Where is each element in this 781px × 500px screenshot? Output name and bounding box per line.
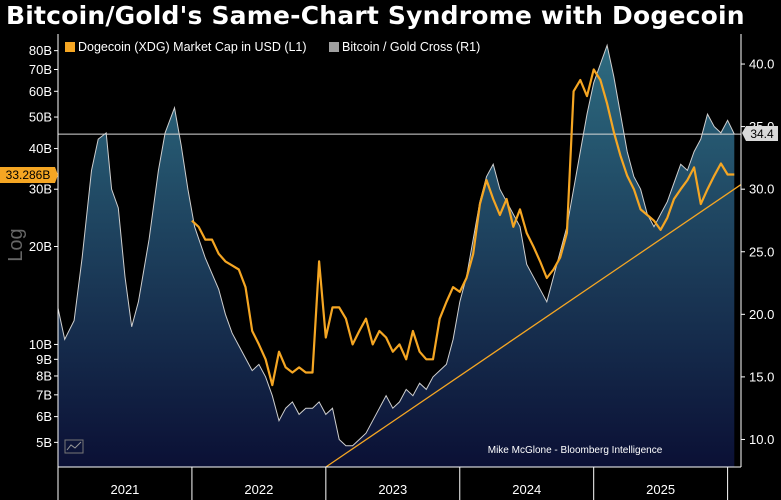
y-right-tick-label: 25.0 xyxy=(749,244,774,259)
support-trendline xyxy=(325,184,742,468)
last-value-tag-left: 33.286B xyxy=(0,167,58,183)
y-left-tick-label: 20B xyxy=(29,239,52,254)
y-right-tick-label: 15.0 xyxy=(749,369,774,384)
y-left-tick-label: 60B xyxy=(29,84,52,99)
y-left-tick-label: 40B xyxy=(29,141,52,156)
chart-title: Bitcoin/Gold's Same-Chart Syndrome with … xyxy=(6,1,745,30)
legend-label-doge: Dogecoin (XDG) Market Cap in USD (L1) xyxy=(78,40,307,54)
y-axis-left-label: Log xyxy=(5,228,27,261)
credit-text: Mike McGlone - Bloomberg Intelligence xyxy=(488,445,663,456)
y-left-tick-label: 50B xyxy=(29,110,52,125)
y-left-tick-label: 80B xyxy=(29,43,52,58)
y-left-tick-label: 7B xyxy=(36,387,52,402)
y-left-tick-label: 30B xyxy=(29,182,52,197)
ratio-area xyxy=(58,45,735,468)
y-left-tick-label: 5B xyxy=(36,435,52,450)
y-left-tick-label: 6B xyxy=(36,409,52,424)
y-left-tick-label: 70B xyxy=(29,62,52,77)
y-right-tick-label: 20.0 xyxy=(749,307,774,322)
x-tick-label: 2021 xyxy=(110,482,139,497)
dogecoin-line xyxy=(191,68,735,387)
x-tick-label: 2025 xyxy=(646,482,675,497)
last-value-label-right: 34.4 xyxy=(750,127,774,141)
legend-swatch-ratio xyxy=(329,42,339,52)
y-left-tick-label: 10B xyxy=(29,337,52,352)
legend: Dogecoin (XDG) Market Cap in USD (L1) Bi… xyxy=(60,38,500,58)
x-tick-label: 2024 xyxy=(512,482,541,497)
x-tick-label: 2022 xyxy=(244,482,273,497)
legend-background xyxy=(60,38,500,58)
legend-label-ratio: Bitcoin / Gold Cross (R1) xyxy=(342,40,480,54)
y-left-tick-label: 9B xyxy=(36,352,52,367)
chart-type-icon[interactable] xyxy=(64,439,84,454)
y-right-tick-label: 30.0 xyxy=(749,182,774,197)
last-value-label-left: 33.286B xyxy=(6,168,51,182)
y-right-tick-label: 40.0 xyxy=(749,57,774,72)
y-right-tick-label: 10.0 xyxy=(749,432,774,447)
last-value-tag-right: 34.4 xyxy=(742,126,778,141)
y-left-tick-label: 8B xyxy=(36,368,52,383)
ratio-line xyxy=(57,43,735,447)
legend-swatch-doge xyxy=(65,42,75,52)
x-tick-label: 2023 xyxy=(378,482,407,497)
